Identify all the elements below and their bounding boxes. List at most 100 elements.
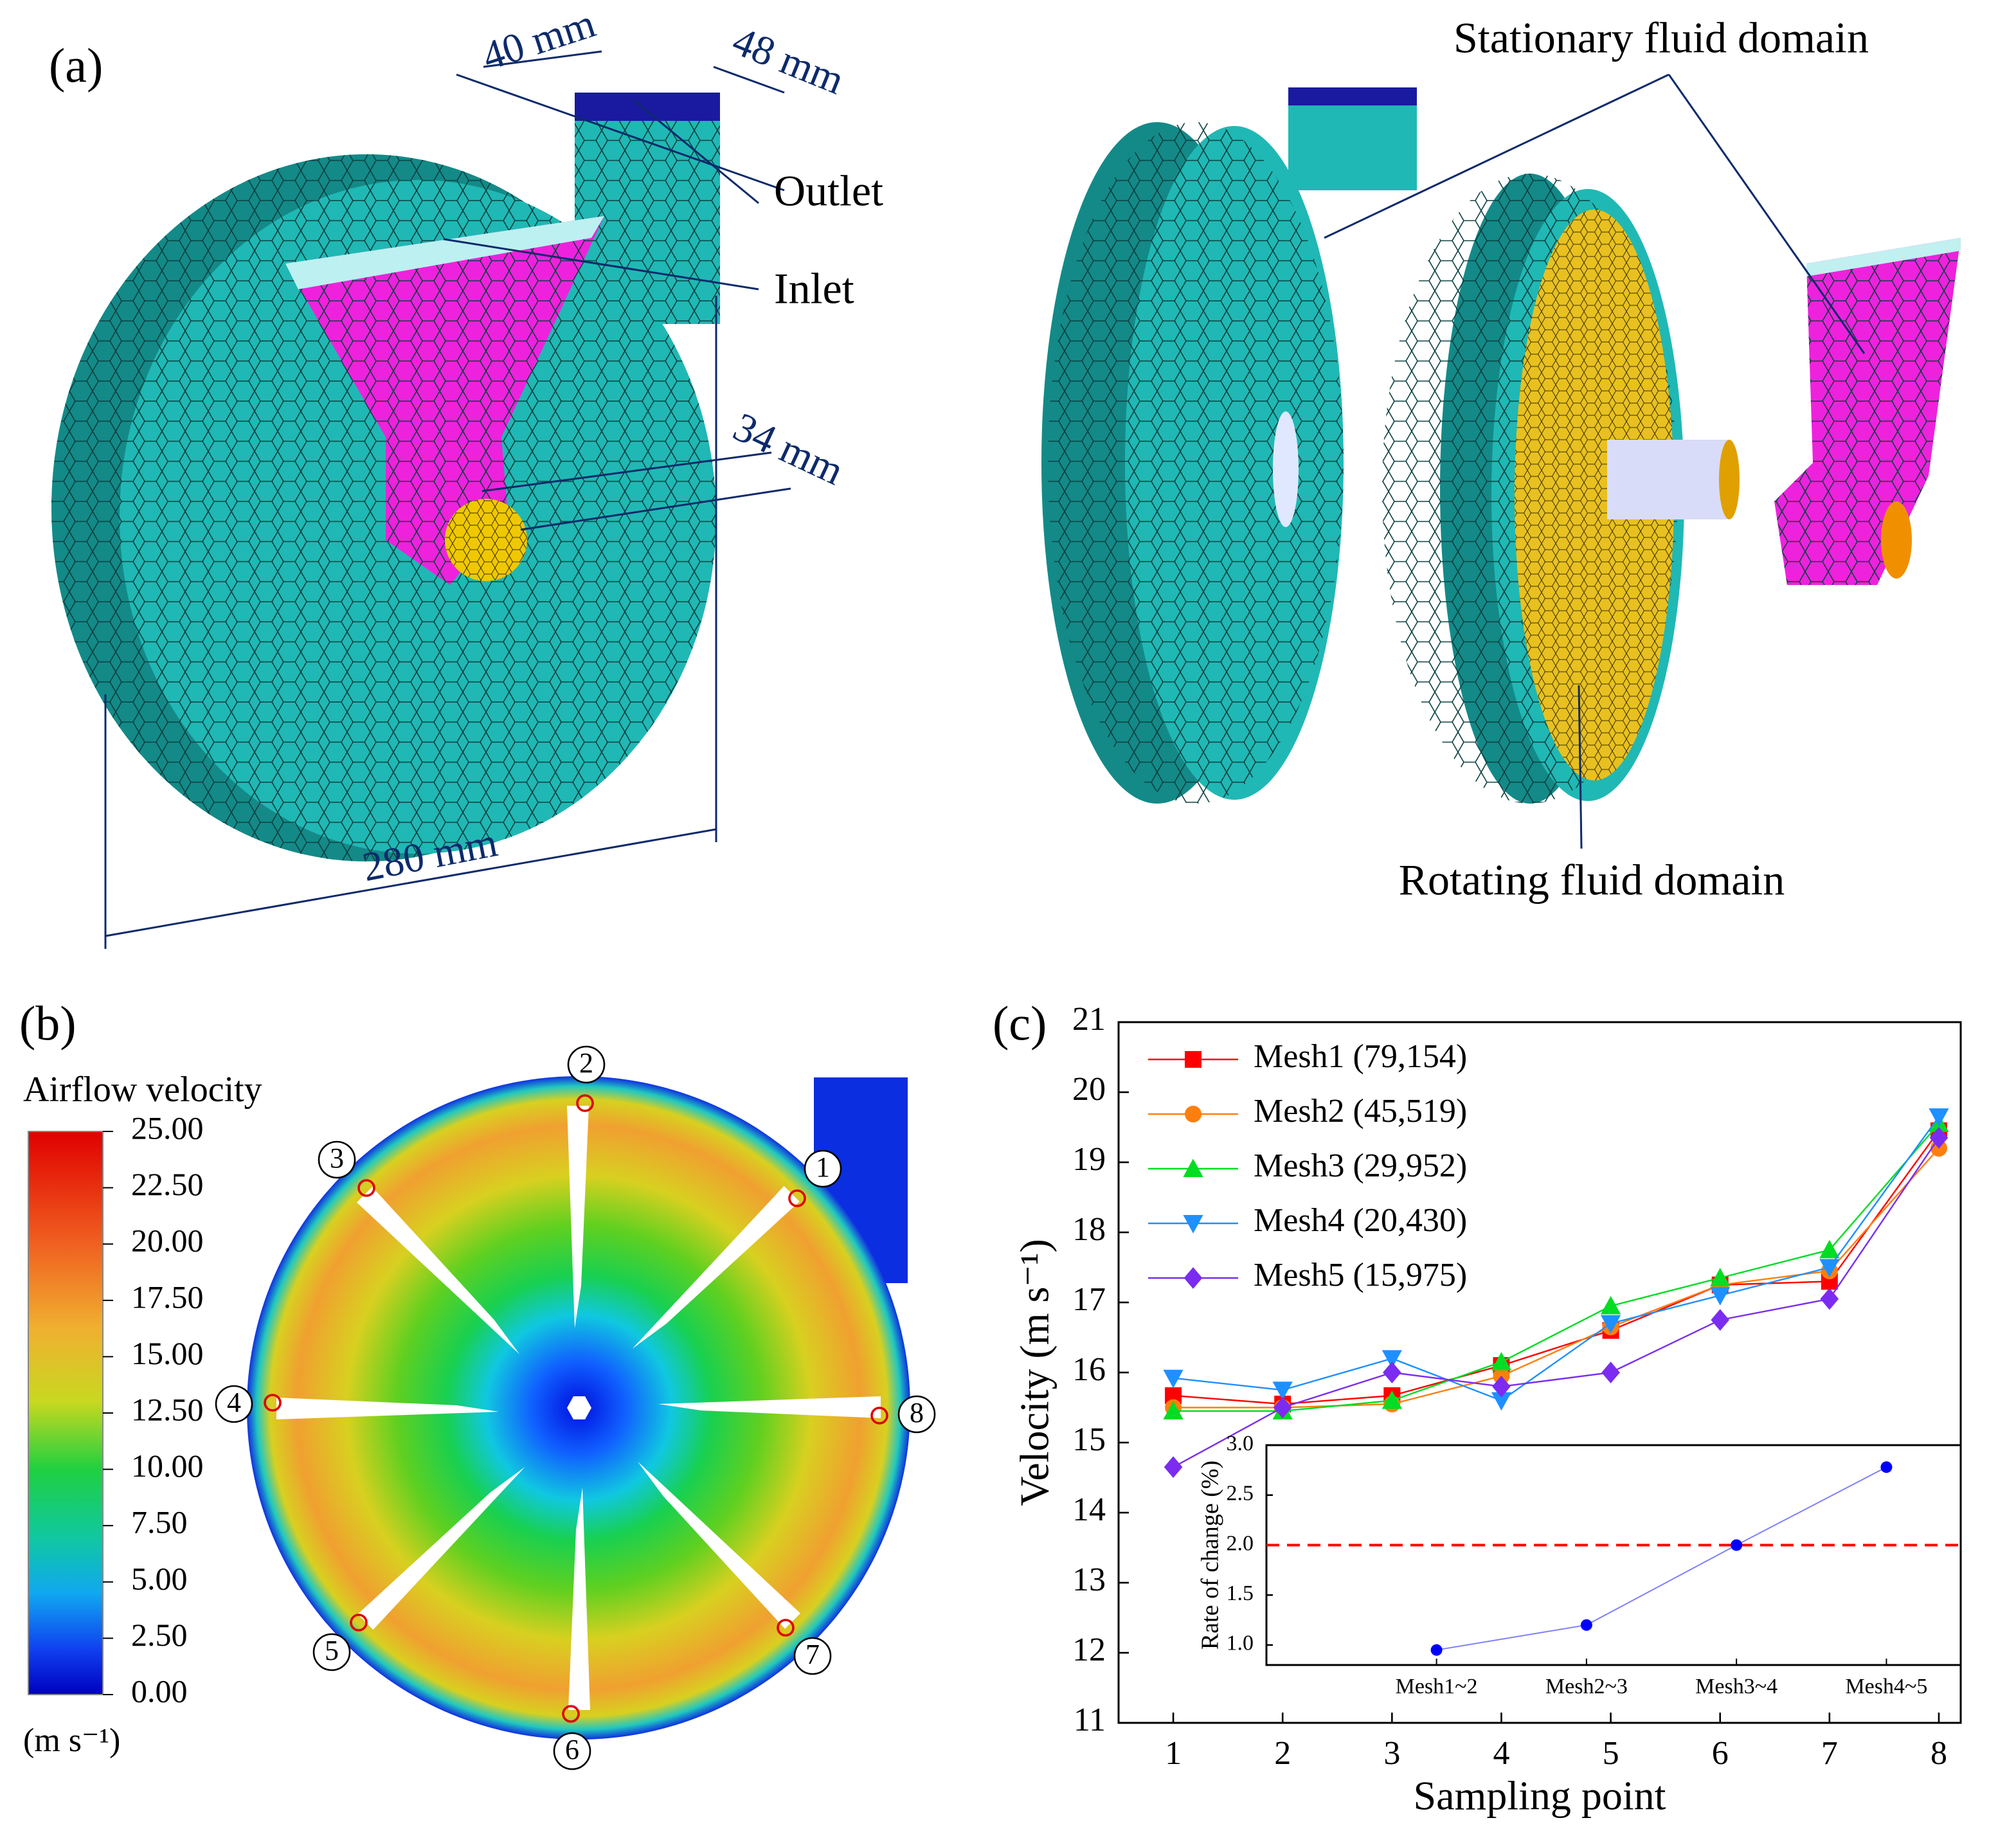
- y-tick-label: 21: [1072, 1001, 1106, 1038]
- y-tick-label: 14: [1072, 1491, 1106, 1528]
- y-tick-label: 1.0: [1227, 1632, 1254, 1655]
- dimension-label: 48 mm: [726, 17, 851, 103]
- blade: [568, 1488, 590, 1710]
- point-badge: [318, 1140, 356, 1179]
- blade: [567, 1106, 589, 1328]
- outlet-face: [1288, 87, 1417, 105]
- sampling-marker: [350, 1614, 368, 1632]
- series-line: [1173, 1123, 1940, 1412]
- marker: [1491, 1352, 1512, 1371]
- sampling-marker: [264, 1394, 282, 1412]
- hub: [567, 1396, 591, 1419]
- annotation: Outlet: [774, 166, 883, 215]
- x-tick-label: 5: [1603, 1735, 1619, 1772]
- colorbar-tick-label: 17.50: [131, 1279, 204, 1315]
- point-label: 1: [816, 1151, 830, 1183]
- blade: [357, 1466, 525, 1630]
- x-tick-label: 3: [1383, 1735, 1400, 1772]
- series-line: [1173, 1130, 1940, 1405]
- y-tick-label: 16: [1072, 1351, 1106, 1388]
- marker: [1491, 1392, 1512, 1411]
- marker: [1492, 1375, 1511, 1398]
- colorbar-tick-label: 10.00: [131, 1448, 204, 1484]
- colorbar-tick-label: 7.50: [131, 1504, 188, 1540]
- leader: [520, 487, 791, 531]
- point-label: 5: [325, 1635, 339, 1666]
- x-tick-label: 4: [1493, 1735, 1509, 1772]
- y-tick-label: 12: [1072, 1632, 1106, 1668]
- x-tick-label: 1: [1165, 1735, 1182, 1772]
- inlet-face: [285, 216, 604, 289]
- x-tick-label: 2: [1274, 1735, 1291, 1772]
- series-line: [1173, 1116, 1940, 1401]
- colorbar-unit: (m s⁻¹): [23, 1722, 120, 1759]
- marker: [1600, 1295, 1621, 1315]
- point-badge: [804, 1149, 842, 1188]
- sampling-points: 1 2 3 4 5 6 7 8: [215, 1045, 936, 1770]
- leader: [456, 73, 785, 192]
- y-tick-label: 13: [1072, 1562, 1106, 1598]
- leader: [633, 99, 759, 204]
- series-line: [1173, 1137, 1940, 1468]
- y-tick-label: 18: [1072, 1211, 1106, 1248]
- colorbar-tick-label: 2.50: [131, 1617, 188, 1653]
- colorbar: [28, 1131, 104, 1695]
- panel-a-left: [51, 93, 720, 861]
- panel-label: (b): [19, 996, 76, 1050]
- legend-label: Mesh3 (29,952): [1254, 1148, 1467, 1184]
- marker: [1273, 1396, 1292, 1419]
- point-badge: [215, 1385, 253, 1423]
- colorbar-tick-label: 22.50: [131, 1166, 204, 1202]
- legend-label: Mesh1 (79,154): [1254, 1038, 1467, 1075]
- x-tick-label: 7: [1821, 1735, 1838, 1772]
- mesh: [445, 499, 527, 581]
- legend-label: Mesh5 (15,975): [1254, 1257, 1467, 1293]
- blade: [356, 1187, 520, 1354]
- blade: [632, 1185, 800, 1349]
- point-label: 6: [565, 1734, 579, 1765]
- x-axis-label: Sampling point: [1414, 1773, 1666, 1819]
- hub-hole: [1273, 411, 1299, 527]
- marker: [1710, 1287, 1731, 1306]
- leader: [482, 451, 772, 492]
- y-tick-label: 3.0: [1227, 1432, 1254, 1455]
- rotating-shaft: [1607, 440, 1729, 519]
- mesh: [1515, 210, 1674, 780]
- annotation: Inlet: [774, 264, 854, 313]
- dimension-lines: [104, 50, 1866, 949]
- series-line: [1173, 1148, 1940, 1408]
- point-label: 2: [579, 1047, 593, 1079]
- dim-line: [105, 828, 717, 937]
- blade: [637, 1461, 801, 1629]
- x-tick-label: Mesh2~3: [1545, 1675, 1628, 1698]
- y-tick-label: 11: [1074, 1702, 1106, 1738]
- marker: [1731, 1539, 1743, 1551]
- y-tick-label: 20: [1072, 1071, 1106, 1108]
- marker: [1929, 1108, 1949, 1127]
- y-tick-label: 19: [1072, 1141, 1106, 1178]
- colorbar-tick-label: 25.00: [131, 1110, 204, 1146]
- y-tick-label: 2.0: [1227, 1531, 1254, 1555]
- colorbar-tick-label: 12.50: [131, 1391, 204, 1427]
- colorbar-tick-label: 5.00: [131, 1560, 188, 1596]
- colorbar-tick-label: 0.00: [131, 1673, 188, 1709]
- annotation: Rotating fluid domain: [1399, 856, 1785, 905]
- legend-label: Mesh4 (20,430): [1254, 1202, 1467, 1239]
- blade: [658, 1396, 881, 1418]
- inlet-face: [1806, 238, 1961, 276]
- legend-marker: [1185, 1051, 1202, 1068]
- point-label: 8: [910, 1397, 924, 1428]
- marker: [1880, 1461, 1893, 1473]
- marker: [1163, 1369, 1184, 1389]
- mesh: [575, 93, 720, 324]
- sampling-marker: [357, 1179, 375, 1197]
- legend-marker: [1183, 1158, 1203, 1177]
- leader: [443, 238, 759, 291]
- series-line: [1436, 1466, 1887, 1651]
- dimension-label: 34 mm: [727, 404, 851, 494]
- leader: [1578, 685, 1583, 849]
- point-label: 7: [806, 1639, 820, 1670]
- mesh: [1774, 238, 1961, 585]
